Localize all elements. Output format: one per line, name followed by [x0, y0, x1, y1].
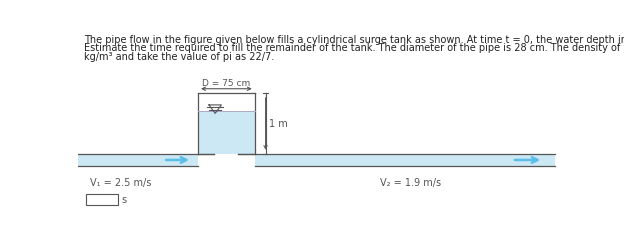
Text: The pipe flow in the figure given below fills a cylindrical surge tank as shown.: The pipe flow in the figure given below …: [84, 35, 624, 45]
Bar: [78, 154, 198, 166]
Text: V₁ = 2.5 m/s: V₁ = 2.5 m/s: [90, 178, 151, 188]
Text: V₂ = 1.9 m/s: V₂ = 1.9 m/s: [380, 178, 441, 188]
Text: D = 75 cm: D = 75 cm: [202, 79, 251, 88]
Text: Estimate the time required to fill the remainder of the tank. The diameter of th: Estimate the time required to fill the r…: [84, 43, 624, 53]
Bar: [255, 154, 555, 166]
Text: kg/m³ and take the value of pi as 22/7.: kg/m³ and take the value of pi as 22/7.: [84, 52, 275, 62]
Bar: [198, 111, 255, 154]
Text: 1 m: 1 m: [269, 119, 288, 129]
Bar: [85, 194, 119, 205]
Text: s: s: [122, 195, 127, 205]
